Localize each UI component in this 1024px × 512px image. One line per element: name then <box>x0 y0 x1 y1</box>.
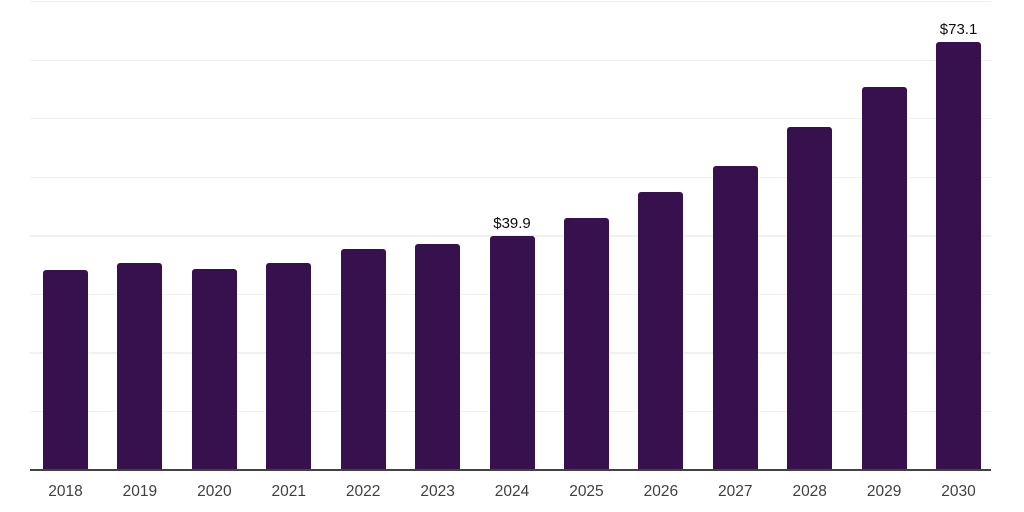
x-tick-2024: 2024 <box>494 483 530 500</box>
bar-2019 <box>117 262 163 470</box>
gridline <box>30 59 991 61</box>
x-tick-2027: 2027 <box>718 483 753 500</box>
x-tick-2029: 2029 <box>866 483 902 500</box>
bar-2027 <box>712 166 758 470</box>
x-tick-2018: 2018 <box>48 483 83 500</box>
bar-2018 <box>43 269 88 470</box>
bar-2030 <box>936 41 982 470</box>
x-tick-2025: 2025 <box>569 483 604 500</box>
x-tick-2021: 2021 <box>271 483 306 500</box>
bar-2024 <box>489 236 535 470</box>
x-tick-2022: 2022 <box>345 483 381 500</box>
bar-2020 <box>191 269 237 470</box>
bar-2029 <box>861 87 907 470</box>
x-tick-2019: 2019 <box>122 483 158 500</box>
bar-2025 <box>563 217 609 470</box>
x-tick-2026: 2026 <box>643 483 679 500</box>
x-axis-line <box>30 469 991 471</box>
x-tick-2023: 2023 <box>420 483 455 500</box>
data-label-2030: $73.1 <box>939 20 978 38</box>
bar-2022 <box>340 249 386 470</box>
gridline <box>30 1 991 3</box>
bar-2023 <box>415 243 461 470</box>
bar-2026 <box>638 192 684 470</box>
x-tick-2028: 2028 <box>792 483 827 500</box>
x-tick-2030: 2030 <box>941 483 976 500</box>
gridline <box>30 176 991 178</box>
x-tick-2020: 2020 <box>197 483 232 500</box>
bar-2028 <box>787 127 833 470</box>
data-label-2024: $39.9 <box>493 215 531 233</box>
gridline <box>30 235 991 237</box>
bar-2021 <box>266 262 312 470</box>
gridline <box>30 118 991 120</box>
